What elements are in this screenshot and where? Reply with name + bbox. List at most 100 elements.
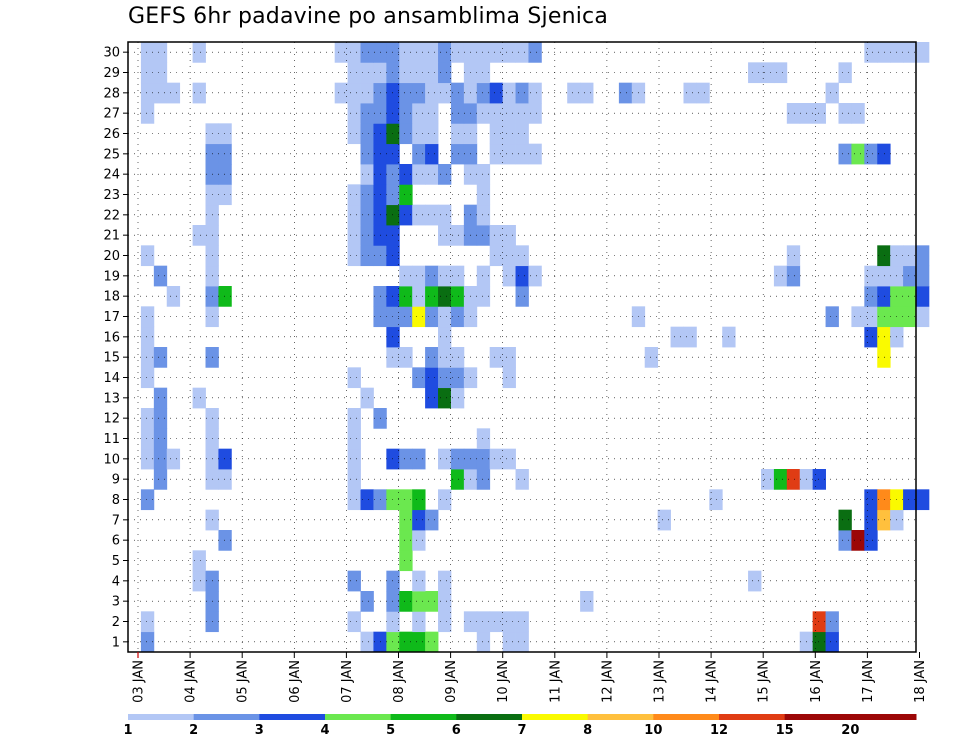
heatmap-cell	[192, 225, 206, 246]
heatmap-cell	[425, 82, 439, 104]
y-tick-label: 27	[103, 107, 120, 122]
x-tick-label: 11 JAN	[548, 660, 563, 703]
heatmap-cell	[347, 204, 361, 226]
legend-swatch	[390, 714, 457, 720]
heatmap-cell	[166, 82, 181, 104]
heatmap-cell	[360, 42, 374, 63]
heatmap-cell	[489, 347, 504, 368]
heatmap-cell	[476, 469, 491, 490]
heatmap-cell	[386, 570, 400, 592]
heatmap-cell	[786, 469, 801, 490]
heatmap-cell	[515, 611, 529, 633]
x-tick-label: 12 JAN	[600, 660, 615, 703]
heatmap-cell	[438, 265, 452, 287]
heatmap-cell	[399, 164, 413, 185]
heatmap-cell	[476, 62, 491, 84]
heatmap-cell	[502, 143, 516, 165]
heatmap-cell	[347, 103, 361, 124]
heatmap-cell	[476, 225, 491, 246]
heatmap-cell	[450, 469, 465, 490]
heatmap-cell	[140, 631, 155, 653]
heatmap-cell	[528, 82, 542, 104]
heatmap-cell	[502, 367, 516, 389]
heatmap-cell	[438, 591, 452, 612]
heatmap-cell	[140, 326, 155, 348]
heatmap-cell	[825, 306, 839, 328]
heatmap-cell	[140, 306, 155, 328]
x-tick-label: 13 JAN	[653, 660, 668, 703]
heatmap-cell	[864, 42, 878, 63]
heatmap-cell	[412, 448, 426, 470]
heatmap-cell	[347, 225, 361, 246]
heatmap-cell	[412, 530, 426, 551]
y-axis: 1234567891011121314151617181920212223242…	[103, 46, 128, 650]
heatmap-cell	[360, 631, 374, 653]
heatmap-cell	[851, 306, 865, 328]
heatmap-cell	[502, 42, 516, 63]
heatmap-cell	[748, 570, 762, 592]
heatmap-cell	[528, 103, 542, 124]
heatmap-cell	[851, 103, 865, 124]
heatmap-cell	[502, 82, 516, 104]
legend-label: 2	[189, 723, 198, 738]
heatmap-cell	[760, 62, 775, 84]
heatmap-cell	[360, 123, 374, 145]
heatmap-cell	[709, 489, 723, 511]
heatmap-cell	[838, 103, 852, 124]
heatmap-cell	[153, 448, 168, 470]
heatmap-cell	[360, 489, 374, 511]
heatmap-cell	[773, 62, 788, 84]
y-tick-label: 9	[112, 473, 120, 488]
heatmap-cell	[450, 143, 465, 165]
y-tick-label: 24	[103, 168, 120, 183]
heatmap-cell	[489, 225, 504, 246]
legend-label: 10	[644, 723, 662, 738]
heatmap-cell	[347, 408, 361, 429]
heatmap-cell	[360, 387, 374, 409]
heatmap-cell	[476, 448, 491, 470]
heatmap-cell	[476, 184, 491, 206]
heatmap-cell	[450, 82, 465, 104]
heatmap-cell	[916, 489, 930, 511]
x-tick-label: 04 JAN	[184, 660, 199, 703]
y-tick-label: 17	[103, 310, 120, 325]
heatmap-cell	[399, 62, 413, 84]
heatmap-cell	[864, 509, 878, 531]
heatmap-cell	[515, 245, 529, 267]
heatmap-cell	[450, 42, 465, 63]
x-tick-label: 10 JAN	[496, 660, 511, 703]
heatmap-cell	[515, 143, 529, 165]
heatmap-cell	[683, 326, 697, 348]
y-tick-label: 26	[103, 127, 120, 142]
heatmap-cell	[386, 204, 400, 226]
heatmap-cell	[386, 245, 400, 267]
y-tick-label: 25	[103, 147, 120, 162]
heatmap-cell	[489, 448, 504, 470]
heatmap-cell	[347, 428, 361, 450]
heatmap-cell	[425, 42, 439, 63]
heatmap-cell	[140, 611, 155, 633]
legend-label: 12	[710, 723, 728, 738]
heatmap-cell	[515, 82, 529, 104]
heatmap-cell	[567, 82, 581, 104]
heatmap-cell	[450, 103, 465, 124]
heatmap-cell	[386, 143, 400, 165]
heatmap-cell	[476, 428, 491, 450]
y-tick-label: 20	[103, 249, 120, 264]
heatmap-cell	[218, 530, 232, 551]
y-tick-label: 4	[112, 574, 120, 589]
heatmap-cell	[347, 42, 361, 63]
heatmap-cell	[438, 489, 452, 511]
x-tick-label: 18 JAN	[913, 660, 928, 703]
y-tick-label: 21	[103, 229, 120, 244]
legend-swatch	[259, 714, 326, 720]
y-tick-label: 10	[103, 452, 120, 467]
heatmap-cell	[412, 631, 426, 653]
heatmap-cell	[838, 530, 852, 551]
heatmap-cell	[360, 204, 374, 226]
legend-label: 7	[517, 723, 526, 738]
y-tick-label: 11	[103, 432, 120, 447]
legend-swatch	[193, 714, 260, 720]
heatmap-cell	[412, 103, 426, 124]
heatmap-cell	[360, 245, 374, 267]
